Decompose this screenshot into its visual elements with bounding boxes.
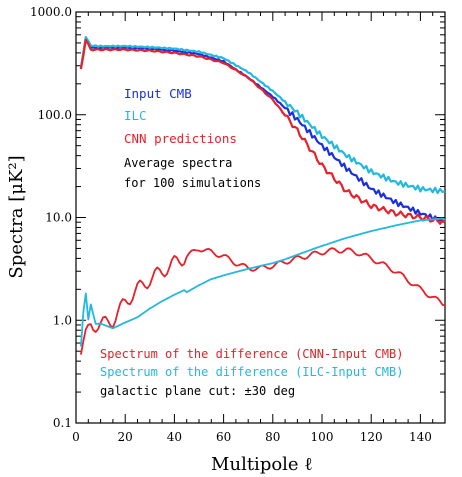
series-lines <box>79 36 446 355</box>
plot-frame <box>75 11 446 424</box>
x-tick-label: 140 <box>409 430 432 444</box>
series-diff-ilc-input <box>80 217 446 347</box>
x-axis-title: Multipole ℓ <box>211 454 313 475</box>
series-diff-cnn-input <box>80 247 446 355</box>
series-ilc <box>79 36 446 195</box>
annotation-for-100-simulations: for 100 simulations <box>124 176 261 190</box>
plot-border <box>75 11 446 424</box>
x-tick-label: 100 <box>311 430 334 444</box>
series-cnn-predictions <box>79 38 446 225</box>
x-tick-label: 40 <box>167 430 182 444</box>
y-axis-title: Spectra [μK²] <box>6 155 27 278</box>
series-input-cmb <box>79 36 446 224</box>
legend-input-cmb: Input CMB <box>124 86 192 101</box>
annotation-average-spectra: Average spectra <box>124 156 232 170</box>
axis-ticks: 0 20 40 60 80 100 120 140 0.1 1.0 10.0 100.0 1000.0 <box>30 5 446 444</box>
x-tick-label: 120 <box>360 430 383 444</box>
y-tick-label: 1000.0 <box>30 5 72 19</box>
x-tick-label: 0 <box>72 430 80 444</box>
legend-cnn-predictions: CNN predictions <box>124 131 237 146</box>
y-tick-label: 100.0 <box>38 108 72 122</box>
y-tick-label: 10.0 <box>45 211 72 225</box>
legend-ilc: ILC <box>124 108 147 123</box>
legend-diff-cnn: Spectrum of the difference (CNN-Input CM… <box>100 347 403 361</box>
x-tick-label: 80 <box>265 430 280 444</box>
annotation-galactic-plane-cut: galactic plane cut: ±30 deg <box>100 384 295 398</box>
y-tick-label: 0.1 <box>53 416 72 430</box>
y-tick-label: 1.0 <box>53 313 72 327</box>
x-tick-label: 60 <box>216 430 231 444</box>
legend-diff-ilc: Spectrum of the difference (ILC-Input CM… <box>100 365 403 379</box>
x-tick-label: 20 <box>118 430 133 444</box>
